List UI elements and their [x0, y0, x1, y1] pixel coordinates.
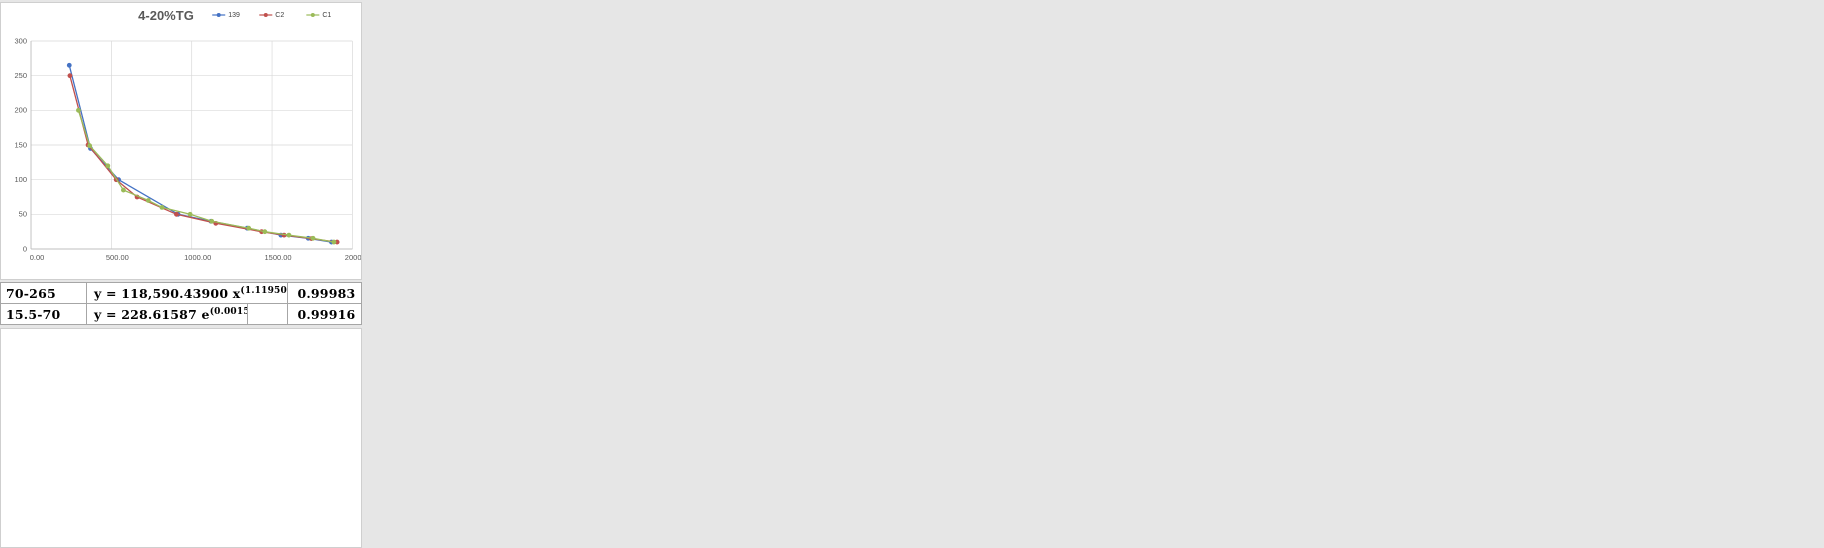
svg-text:1000.00: 1000.00: [184, 253, 211, 262]
legend: 139 C2 C1: [212, 12, 331, 19]
spacer-cell: [247, 304, 287, 324]
svg-text:200: 200: [15, 106, 28, 115]
svg-text:500.00: 500.00: [106, 253, 129, 262]
equation-cell[interactable]: y = 118,590.43900 x(1.11950): [94, 285, 288, 301]
svg-text:0.00: 0.00: [30, 253, 45, 262]
svg-text:300: 300: [15, 36, 28, 45]
svg-text:50: 50: [19, 210, 27, 219]
r-squared-cell[interactable]: 0.99916: [287, 304, 361, 324]
series-C1: [76, 107, 337, 245]
svg-text:C1: C1: [322, 12, 331, 19]
svg-text:2000.00: 2000.00: [345, 253, 362, 262]
svg-text:100: 100: [15, 175, 28, 184]
svg-text:1500.00: 1500.00: [264, 253, 291, 262]
svg-text:139: 139: [228, 12, 240, 19]
fit-range-cell[interactable]: 70-265: [1, 283, 87, 303]
equation-cell[interactable]: y = 228.61587 e(0.00155)x: [94, 306, 247, 322]
svg-text:C2: C2: [275, 12, 284, 19]
svg-text:150: 150: [15, 140, 28, 149]
svg-text:0: 0: [23, 244, 27, 253]
equation-row[interactable]: 15.5-70 y = 228.61587 e(0.00155)x 0.99916: [0, 303, 363, 325]
equation-table-1: 70-265 y = 118,590.43900 x(1.11950) 0.9998…: [0, 282, 363, 326]
r-squared-cell[interactable]: 0.99983: [287, 283, 361, 303]
chart-title: 4-20%TG: [138, 8, 194, 23]
svg-text:250: 250: [15, 71, 28, 80]
top-chart-svg-1: 300 250 200 150 100 50 00.00 500.00 1000.00 1500.…: [15, 8, 372, 262]
top-chart-panel-1[interactable]: 300 250 200 150 100 50 0 0.00 500.00 1000.00 1500.…: [0, 2, 372, 280]
bottom-chart-panel-1[interactable]: [0, 328, 363, 548]
fit-range-cell[interactable]: 15.5-70: [1, 304, 87, 324]
equation-row[interactable]: 70-265 y = 118,590.43900 x(1.11950) 0.9998…: [0, 282, 363, 304]
column-1: 300 250 200 150 100 50 0 0.00 500.00 1000.00 1500.…: [0, 0, 372, 548]
